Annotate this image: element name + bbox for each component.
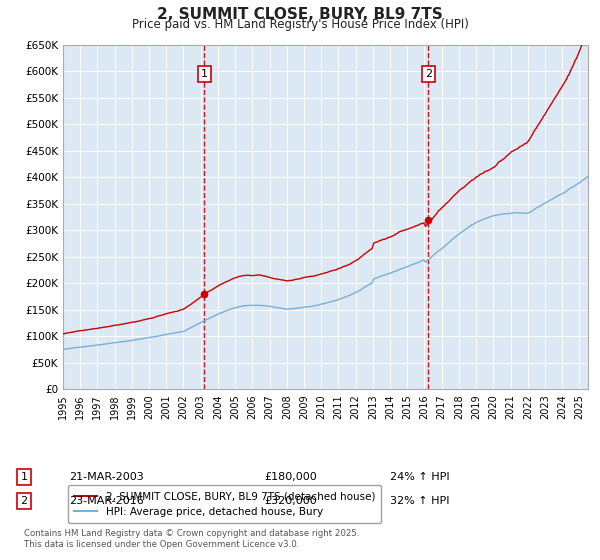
Legend: 2, SUMMIT CLOSE, BURY, BL9 7TS (detached house), HPI: Average price, detached ho: 2, SUMMIT CLOSE, BURY, BL9 7TS (detached… bbox=[68, 486, 382, 524]
Text: 2: 2 bbox=[20, 496, 28, 506]
Text: Price paid vs. HM Land Registry's House Price Index (HPI): Price paid vs. HM Land Registry's House … bbox=[131, 18, 469, 31]
Text: 2, SUMMIT CLOSE, BURY, BL9 7TS: 2, SUMMIT CLOSE, BURY, BL9 7TS bbox=[157, 7, 443, 22]
Text: 23-MAR-2016: 23-MAR-2016 bbox=[69, 496, 144, 506]
Text: £180,000: £180,000 bbox=[264, 472, 317, 482]
Text: Contains HM Land Registry data © Crown copyright and database right 2025.
This d: Contains HM Land Registry data © Crown c… bbox=[24, 529, 359, 549]
Text: 24% ↑ HPI: 24% ↑ HPI bbox=[390, 472, 449, 482]
Text: 2: 2 bbox=[425, 69, 432, 79]
Text: 1: 1 bbox=[201, 69, 208, 79]
Text: 32% ↑ HPI: 32% ↑ HPI bbox=[390, 496, 449, 506]
Text: 21-MAR-2003: 21-MAR-2003 bbox=[69, 472, 144, 482]
Text: 1: 1 bbox=[20, 472, 28, 482]
Text: £320,000: £320,000 bbox=[264, 496, 317, 506]
